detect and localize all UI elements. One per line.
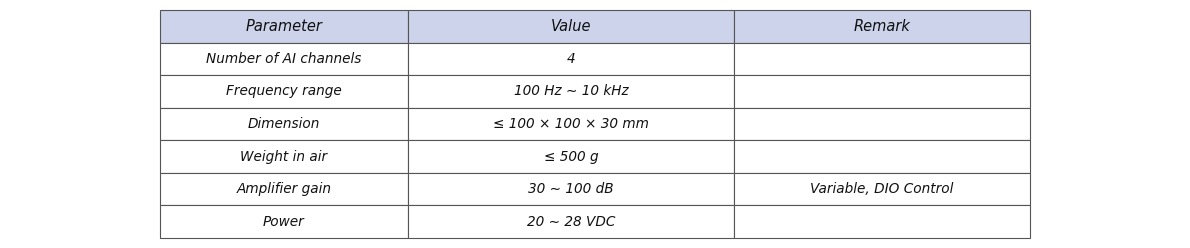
Bar (159, 10, 408, 43)
Bar (734, 10, 1031, 43)
Bar (159, 43, 408, 75)
Bar (408, 140, 734, 173)
Bar (408, 205, 734, 238)
Bar (408, 108, 734, 140)
Text: Parameter: Parameter (245, 19, 322, 34)
Text: Variable, DIO Control: Variable, DIO Control (810, 182, 954, 196)
Bar (734, 205, 1031, 238)
Bar (159, 108, 408, 140)
Text: Power: Power (263, 215, 305, 229)
Bar (159, 205, 408, 238)
Bar (408, 173, 734, 205)
Bar (408, 75, 734, 108)
Bar (408, 10, 734, 43)
Bar (159, 173, 408, 205)
Bar (734, 43, 1031, 75)
Text: Frequency range: Frequency range (226, 84, 342, 98)
Bar (734, 75, 1031, 108)
Text: 100 Hz ∼ 10 kHz: 100 Hz ∼ 10 kHz (514, 84, 628, 98)
Text: ≤ 500 g: ≤ 500 g (544, 150, 599, 164)
Text: 30 ∼ 100 dB: 30 ∼ 100 dB (528, 182, 614, 196)
Text: ≤ 100 × 100 × 30 mm: ≤ 100 × 100 × 30 mm (493, 117, 649, 131)
Text: Dimension: Dimension (248, 117, 320, 131)
Bar (408, 43, 734, 75)
Text: Number of AI channels: Number of AI channels (206, 52, 362, 66)
Bar (734, 173, 1031, 205)
Text: Weight in air: Weight in air (240, 150, 327, 164)
Text: 20 ∼ 28 VDC: 20 ∼ 28 VDC (527, 215, 615, 229)
Bar (734, 140, 1031, 173)
Bar (159, 75, 408, 108)
Text: Amplifier gain: Amplifier gain (237, 182, 332, 196)
Text: Value: Value (551, 19, 591, 34)
Bar (734, 108, 1031, 140)
Text: Remark: Remark (853, 19, 910, 34)
Text: 4: 4 (566, 52, 576, 66)
Bar (159, 140, 408, 173)
